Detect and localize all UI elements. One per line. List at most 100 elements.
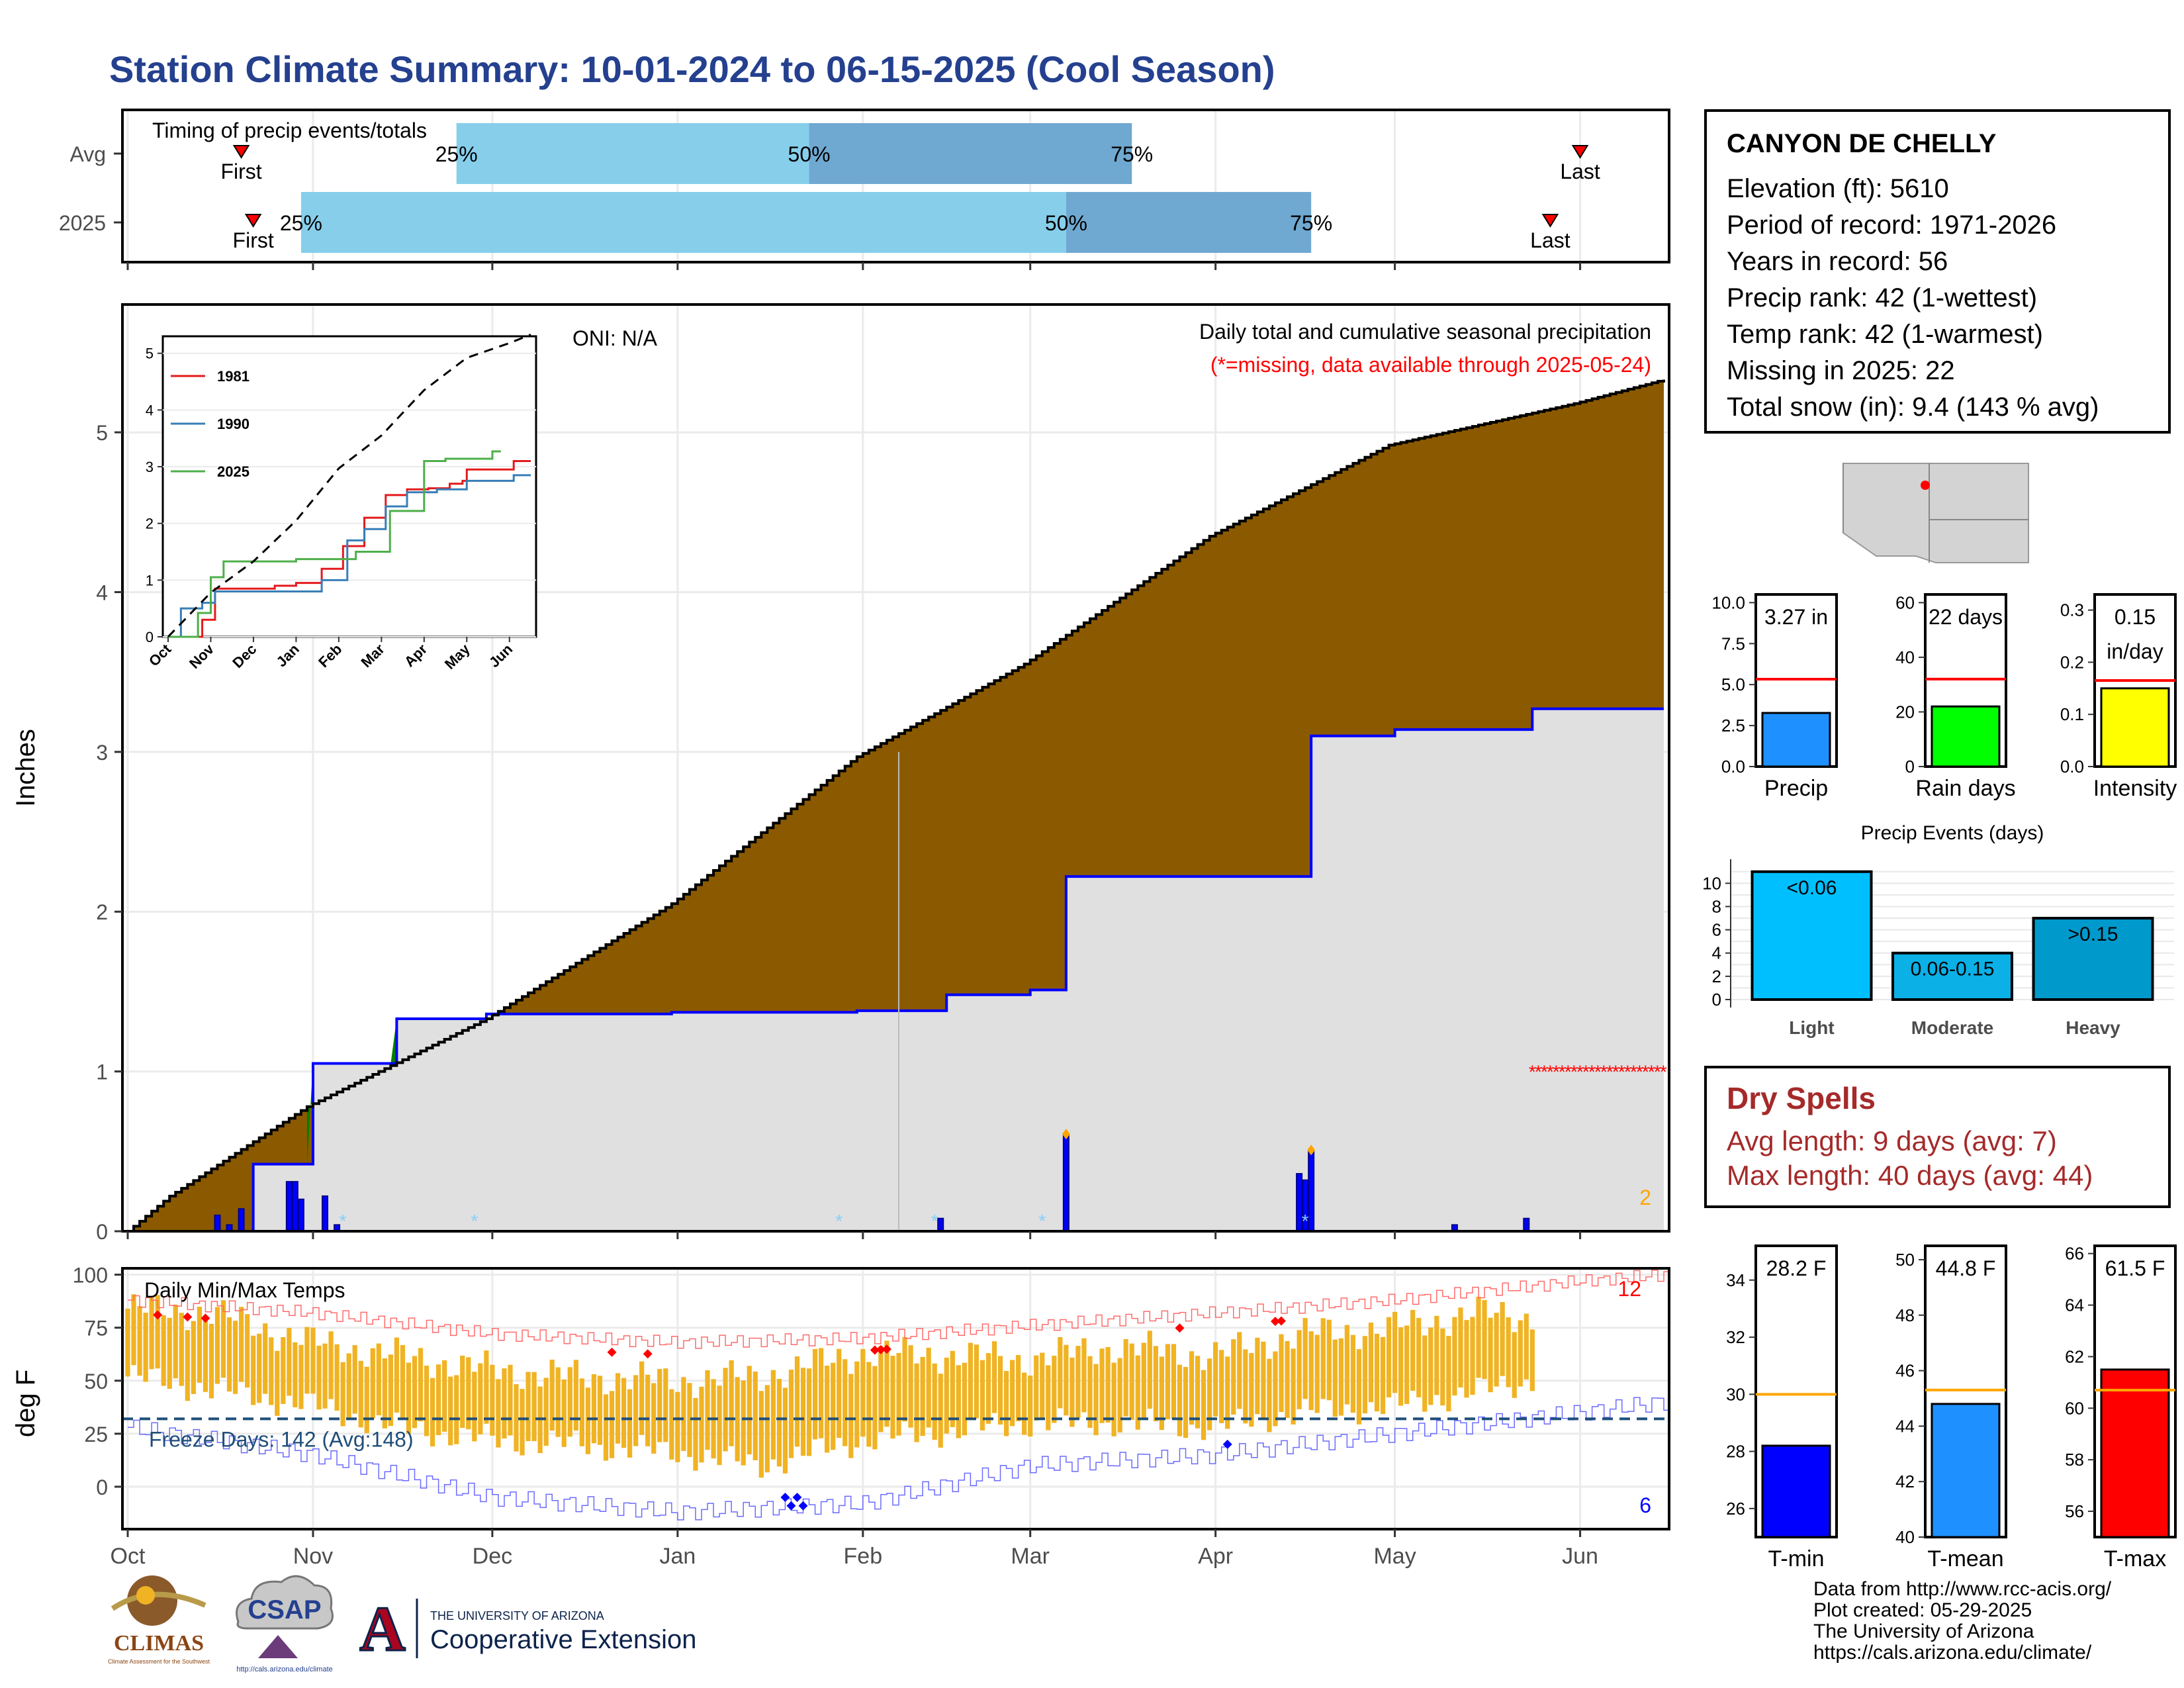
missing-marker: *: [1612, 1062, 1619, 1082]
daily-precip-bar: [291, 1181, 298, 1232]
daily-temp-bar: [418, 1348, 424, 1422]
daily-temp-bar: [1046, 1365, 1051, 1430]
daily-temp-bar: [1201, 1370, 1206, 1440]
record-low-line: [128, 1397, 1670, 1521]
summary-y-tick-label: 40: [1895, 647, 1915, 667]
ua-top-text: THE UNIVERSITY OF ARIZONA: [430, 1609, 604, 1622]
record-low-marker: [792, 1492, 802, 1502]
climas-logo: CLIMAS Climate Assessment for the Southw…: [108, 1575, 210, 1665]
summary-y-tick-label: 48: [1895, 1305, 1915, 1325]
snow-marker: *: [1038, 1211, 1046, 1231]
daily-temp-bar: [131, 1294, 136, 1366]
daily-temp-bar: [370, 1348, 375, 1419]
summary-y-tick-label: 30: [1726, 1384, 1745, 1404]
daily-temp-bar: [776, 1379, 782, 1467]
daily-temp-bar: [1219, 1350, 1224, 1423]
daily-temp-bar: [1344, 1325, 1349, 1405]
last-event-marker: [1571, 145, 1589, 159]
daily-temp-bar: [281, 1336, 286, 1404]
daily-temp-bar: [609, 1391, 615, 1458]
daily-temp-bar: [424, 1366, 430, 1436]
daily-temp-bar: [334, 1344, 340, 1411]
daily-temp-bar: [226, 1317, 232, 1392]
daily-temp-bar: [597, 1376, 603, 1445]
dry-spells-title: Dry Spells: [1727, 1081, 1876, 1115]
daily-temp-bar: [908, 1345, 913, 1428]
daily-temp-bar: [645, 1374, 651, 1446]
daily-temp-bar: [346, 1353, 351, 1420]
daily-temp-bar: [1141, 1342, 1146, 1419]
credit-line: Data from http://www.rcc-acis.org/: [1813, 1578, 2112, 1600]
daily-temp-bar: [1320, 1318, 1326, 1399]
daily-temp-bar: [1279, 1334, 1284, 1413]
daily-temp-bar: [1028, 1375, 1033, 1437]
daily-temp-bar: [1135, 1355, 1140, 1430]
daily-temp-bar: [1147, 1331, 1152, 1409]
daily-temp-bar: [466, 1357, 471, 1430]
record-high-marker: [607, 1347, 617, 1357]
event-bar-label: 0.06-0.15: [1911, 959, 1995, 980]
credit-line: The University of Arizona: [1813, 1620, 2034, 1642]
inset-y-label: 2: [146, 516, 154, 532]
daily-temp-bar: [191, 1321, 196, 1394]
daily-temp-bar: [185, 1330, 190, 1401]
credit-line: Plot created: 05-29-2025: [1813, 1599, 2032, 1621]
daily-temp-bar: [161, 1315, 166, 1386]
daily-temp-bar: [400, 1344, 406, 1419]
daily-temp-bar: [442, 1360, 447, 1432]
daily-temp-bar: [496, 1379, 501, 1448]
daily-temp-bar: [884, 1340, 889, 1427]
daily-temp-bar: [1213, 1342, 1218, 1417]
y-tick-label: 5: [96, 421, 108, 445]
daily-temp-bar: [591, 1374, 597, 1444]
daily-temp-bar: [448, 1376, 453, 1446]
daily-precip-bar: [937, 1217, 944, 1233]
daily-temp-bar: [764, 1385, 770, 1473]
daily-temp-bar: [1040, 1352, 1045, 1419]
daily-temp-bar: [508, 1364, 513, 1436]
record-high-count: 12: [1617, 1277, 1641, 1301]
summary-y-tick-label: 2.5: [1721, 716, 1745, 735]
daily-temp-bar: [1356, 1349, 1362, 1425]
daily-temp-bar: [1237, 1332, 1242, 1409]
event-category-label: Moderate: [1911, 1017, 1993, 1038]
daily-temp-bar: [287, 1327, 292, 1396]
timing-p50-label: 50%: [1045, 211, 1087, 235]
daily-temp-bar: [1476, 1296, 1481, 1378]
missing-marker: *: [1547, 1062, 1554, 1082]
events-y-tick-label: 6: [1712, 920, 1721, 940]
daily-temp-bar: [1123, 1339, 1128, 1417]
temp-y-tick-label: 0: [96, 1476, 108, 1499]
record-precip-marker: [1307, 1145, 1316, 1156]
temp-y-tick-label: 100: [73, 1264, 108, 1288]
temp-x-tick-label: Nov: [293, 1544, 333, 1569]
ua-logo: A THE UNIVERSITY OF ARIZONA Cooperative …: [359, 1593, 697, 1665]
inset-series-2025: [168, 450, 501, 638]
inset-x-label: Mar: [358, 641, 388, 671]
summary-y-tick-label: 5.0: [1721, 675, 1745, 694]
daily-temp-bar: [245, 1314, 250, 1388]
daily-temp-bar: [567, 1367, 572, 1437]
temp-x-tick-label: Oct: [111, 1544, 146, 1569]
timing-p25-label: 25%: [280, 211, 322, 235]
summary-y-tick-label: 26: [1726, 1499, 1745, 1519]
daily-temp-bar: [1171, 1344, 1177, 1419]
daily-temp-bar: [747, 1366, 752, 1455]
cumulative-2025-area: [128, 708, 1664, 1231]
daily-temp-bar: [251, 1335, 256, 1405]
daily-temp-bar: [1308, 1331, 1314, 1411]
daily-temp-bar: [1058, 1336, 1063, 1409]
timing-bar-25-50: [456, 123, 809, 184]
daily-temp-bar: [179, 1313, 184, 1386]
temperature-summary-bars: 26 28 30 32 34 28.2 F T-min 40 42 44 46 48 50 44.8 F T…: [1726, 1244, 2177, 1571]
daily-temp-bar: [238, 1307, 244, 1382]
daily-temp-bar: [872, 1366, 878, 1450]
daily-temp-bar: [1297, 1330, 1302, 1409]
event-bar-label: >0.15: [2068, 923, 2118, 945]
missing-marker: *: [1642, 1062, 1649, 1082]
csap-logo: CSAP http://cals.arizona.edu/climate: [236, 1575, 334, 1673]
inset-legend-label: 1990: [217, 416, 250, 432]
events-y-tick-label: 0: [1712, 990, 1721, 1009]
record-precip-marker: [1062, 1129, 1070, 1140]
daily-temp-bar: [1016, 1355, 1021, 1421]
